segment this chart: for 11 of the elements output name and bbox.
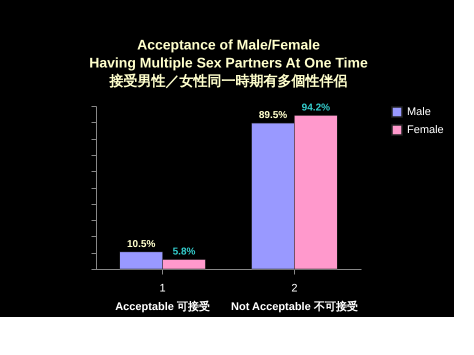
legend-label: Female [407, 124, 444, 136]
x-tick-label: 2 [291, 282, 298, 294]
text: Not Acceptable 不可接受 [231, 300, 358, 313]
x-tick-label: 1 [160, 282, 166, 294]
text: Acceptable 可接受 [115, 300, 210, 313]
data-label: 10.5% [126, 238, 156, 250]
chart-title: Acceptance of Male/Female Having Multiple Sex Partners At One Time 接受男性／女性同一時期有多個性伴侶 [89, 36, 368, 88]
data-label: 5.8% [172, 246, 196, 258]
data-label: 94.2% [302, 102, 330, 114]
data-label: 89.5% [258, 110, 288, 122]
legend-label: Male [407, 106, 431, 118]
